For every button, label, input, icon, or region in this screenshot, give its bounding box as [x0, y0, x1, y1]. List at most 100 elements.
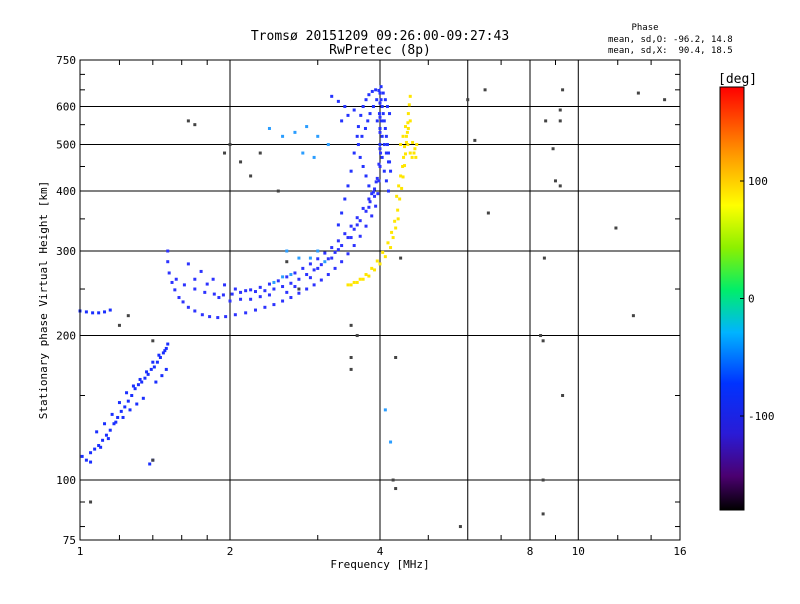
data-point: [223, 151, 227, 155]
data-point: [374, 204, 378, 208]
data-point: [323, 260, 327, 264]
data-point: [267, 126, 271, 130]
data-point: [541, 339, 545, 343]
data-point: [390, 230, 394, 234]
data-point: [333, 266, 337, 270]
data-point: [403, 152, 407, 156]
data-point: [340, 119, 344, 123]
data-point: [203, 290, 207, 294]
data-point: [89, 460, 93, 464]
data-point: [378, 164, 382, 168]
data-point: [125, 391, 129, 395]
data-point: [244, 311, 248, 315]
data-point: [356, 143, 360, 147]
data-point: [123, 405, 127, 409]
colorbar-tick-label: -100: [748, 410, 775, 423]
data-point: [542, 256, 546, 260]
data-point: [614, 226, 618, 230]
data-point: [375, 176, 379, 180]
data-point: [181, 300, 185, 304]
data-point: [355, 216, 359, 220]
data-point: [378, 130, 382, 134]
data-point: [385, 105, 389, 109]
data-point: [333, 250, 337, 254]
data-point: [396, 208, 400, 212]
data-point: [312, 268, 316, 272]
data-point: [551, 147, 555, 151]
data-point: [316, 249, 320, 253]
data-point: [371, 190, 375, 194]
data-point: [631, 314, 635, 318]
data-point: [378, 91, 382, 95]
data-point: [361, 164, 365, 168]
data-point: [239, 160, 243, 164]
data-point: [154, 380, 158, 384]
data-point: [221, 293, 225, 297]
data-point: [174, 277, 178, 281]
chart-title: Tromsø 20151209 09:26:00-09:27:43: [251, 29, 509, 44]
data-point: [361, 206, 365, 210]
data-point: [408, 94, 412, 98]
data-point: [356, 125, 360, 129]
series-outliers: [89, 88, 667, 529]
data-point: [258, 295, 262, 299]
data-point: [173, 288, 177, 292]
x-tick-label: 16: [673, 545, 686, 558]
data-point: [281, 134, 285, 138]
data-point: [352, 151, 356, 155]
data-point: [138, 377, 142, 381]
data-point: [308, 262, 312, 266]
data-point: [383, 255, 387, 259]
data-point: [272, 287, 276, 291]
data-point: [346, 252, 350, 256]
data-point: [404, 140, 408, 144]
y-tick-label: 750: [56, 54, 76, 67]
data-point: [355, 134, 359, 138]
data-point: [415, 143, 419, 147]
data-point: [93, 447, 97, 451]
data-point: [126, 314, 130, 318]
data-point: [383, 126, 387, 130]
data-point: [382, 143, 386, 147]
x-tick-label: 10: [572, 545, 585, 558]
data-point: [366, 119, 370, 123]
data-point: [193, 287, 197, 291]
phase-info-title: Phase: [631, 23, 658, 33]
data-point: [403, 164, 407, 168]
data-point: [293, 271, 297, 275]
data-point: [368, 112, 372, 116]
data-point: [374, 180, 378, 184]
data-point: [378, 126, 382, 130]
data-point: [297, 287, 301, 291]
data-point: [103, 310, 107, 314]
data-point: [378, 262, 382, 266]
data-point: [112, 422, 116, 426]
data-point: [349, 323, 353, 327]
data-point: [370, 266, 374, 270]
data-point: [558, 184, 562, 188]
data-point: [378, 115, 382, 119]
data-point: [346, 283, 350, 287]
data-point: [160, 374, 164, 378]
data-point: [352, 227, 356, 231]
scatter-points: [78, 85, 667, 529]
data-point: [130, 394, 134, 398]
data-point: [316, 134, 320, 138]
data-point: [391, 478, 395, 482]
data-point: [383, 98, 387, 102]
data-point: [136, 383, 140, 387]
data-point: [216, 316, 220, 320]
data-point: [308, 256, 312, 260]
data-point: [407, 103, 411, 107]
data-point: [141, 396, 145, 400]
data-point: [399, 174, 403, 178]
y-tick-label: 200: [56, 330, 76, 343]
data-point: [352, 244, 356, 248]
data-point: [312, 155, 316, 159]
data-point: [373, 268, 377, 272]
data-point: [377, 112, 381, 116]
data-point: [182, 283, 186, 287]
data-point: [405, 130, 409, 134]
data-point: [293, 130, 297, 134]
